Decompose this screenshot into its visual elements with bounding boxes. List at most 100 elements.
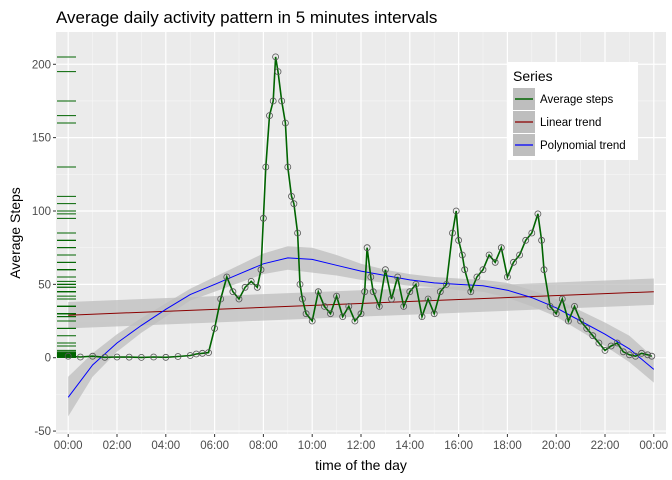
x-tick-label: 20:00 xyxy=(542,440,571,452)
x-tick-label: 16:00 xyxy=(444,440,473,452)
data-point xyxy=(320,302,328,310)
data-point xyxy=(64,352,72,360)
data-point xyxy=(137,353,145,361)
data-point xyxy=(485,251,493,259)
data-point xyxy=(369,288,377,296)
data-point xyxy=(298,295,306,303)
data-point xyxy=(101,353,109,361)
data-point xyxy=(259,214,267,222)
data-point xyxy=(424,295,432,303)
data-point xyxy=(467,288,475,296)
chart-title: Average daily activity pattern in 5 minu… xyxy=(56,8,437,27)
data-point xyxy=(247,277,255,285)
data-point xyxy=(430,310,438,318)
data-point xyxy=(540,266,548,274)
data-point xyxy=(497,244,505,252)
data-point xyxy=(235,295,243,303)
data-point xyxy=(333,292,341,300)
legend-entry-polynomial-trend-label: Polynomial trend xyxy=(540,140,626,152)
data-point xyxy=(217,295,225,303)
data-point xyxy=(571,302,578,310)
data-point xyxy=(406,288,414,296)
data-point xyxy=(516,251,523,259)
polynomial-trend-band xyxy=(68,246,654,417)
x-tick-label: 10:00 xyxy=(298,440,327,452)
data-point xyxy=(648,352,656,360)
data-point xyxy=(281,119,289,127)
linear-trend-line xyxy=(68,291,654,316)
data-point xyxy=(607,342,615,350)
data-point xyxy=(583,324,591,332)
average-steps-series xyxy=(64,53,656,361)
data-point xyxy=(262,163,270,171)
data-point xyxy=(418,313,426,321)
data-point xyxy=(327,310,334,318)
data-point xyxy=(552,310,560,318)
x-tick-label: 00:00 xyxy=(639,440,668,452)
data-point xyxy=(351,317,359,325)
data-point xyxy=(595,339,603,347)
data-point xyxy=(266,112,273,119)
y-tick-label: 200 xyxy=(32,59,51,71)
data-point xyxy=(274,68,282,75)
average-steps-line xyxy=(68,56,653,359)
data-point xyxy=(229,288,237,296)
data-point xyxy=(125,353,133,361)
polynomial-trend-line xyxy=(67,257,655,398)
data-point xyxy=(461,266,469,274)
data-point xyxy=(269,97,277,105)
data-point xyxy=(455,236,463,244)
data-point xyxy=(479,266,487,274)
data-point xyxy=(528,229,536,237)
data-point xyxy=(644,351,652,359)
data-point xyxy=(205,349,212,357)
x-tick-label: 14:00 xyxy=(395,440,424,452)
data-point xyxy=(284,163,292,171)
data-point xyxy=(257,266,265,274)
data-point xyxy=(522,236,530,244)
data-point xyxy=(565,317,572,325)
x-axis-title: time of the day xyxy=(315,457,407,473)
data-point xyxy=(186,352,194,359)
data-point xyxy=(288,192,295,200)
data-point xyxy=(412,280,420,288)
data-point xyxy=(626,351,633,359)
data-point xyxy=(296,280,304,288)
data-point xyxy=(89,352,96,360)
x-tick-label: 12:00 xyxy=(347,440,376,452)
y-tick-label: 150 xyxy=(32,133,51,145)
data-point xyxy=(113,353,121,361)
data-point xyxy=(503,273,511,281)
data-point xyxy=(211,324,219,332)
axes: 00:00 02:00 04:00 06:00 08:00 10:00 12:00 14:00… xyxy=(32,59,668,452)
data-point xyxy=(546,302,554,310)
data-point xyxy=(452,207,460,215)
data-point xyxy=(77,353,84,361)
data-point xyxy=(302,310,310,318)
x-tick-label: 06:00 xyxy=(200,440,229,452)
data-point xyxy=(223,273,231,281)
data-point xyxy=(361,288,369,296)
data-point xyxy=(278,97,286,105)
data-point xyxy=(449,229,456,237)
data-point xyxy=(638,349,645,357)
x-tick-label: 02:00 xyxy=(103,440,132,452)
y-axis-title: Average Steps xyxy=(7,187,23,279)
data-point xyxy=(381,266,389,274)
data-point xyxy=(619,348,627,356)
x-tick-label: 08:00 xyxy=(249,440,278,452)
data-point xyxy=(473,273,481,281)
data-point xyxy=(294,229,302,237)
data-point xyxy=(357,310,365,318)
y-tick-label: 0 xyxy=(45,353,51,365)
data-point xyxy=(290,200,298,208)
data-point xyxy=(577,317,584,325)
data-point xyxy=(253,283,261,291)
data-point xyxy=(394,273,402,281)
data-point xyxy=(363,244,371,252)
data-point xyxy=(632,352,639,360)
legend-title: Series xyxy=(513,68,553,84)
y-tick-label: -50 xyxy=(34,426,51,438)
data-point xyxy=(400,302,408,310)
data-point xyxy=(272,53,280,61)
